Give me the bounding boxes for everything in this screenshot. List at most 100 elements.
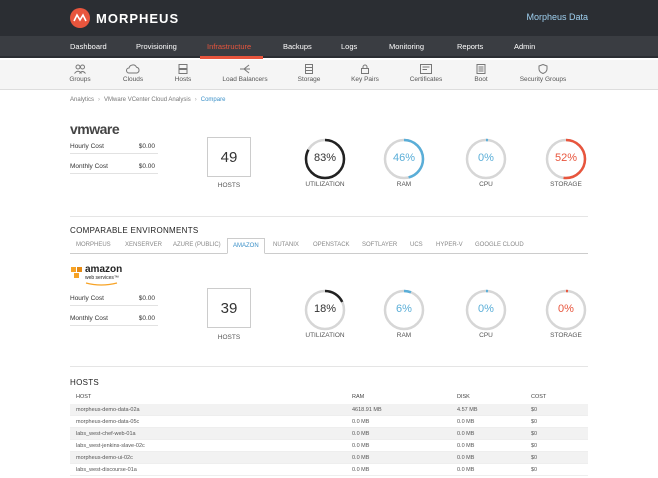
column-disk[interactable]: DISK <box>457 394 470 400</box>
column-cost[interactable]: COST <box>531 394 547 400</box>
nav-monitoring[interactable]: Monitoring <box>389 42 425 51</box>
subnav-hosts[interactable]: Hosts <box>170 64 196 83</box>
certificate-icon <box>420 64 432 74</box>
table-row[interactable]: labs_west-jenkins-slave-02c 0.0 MB 0.0 MB $… <box>70 440 588 452</box>
host-name[interactable]: labs_west-jenkins-slave-02c <box>76 443 145 449</box>
table-row[interactable]: morpheus-demo-ui-02c 0.0 MB 0.0 MB $0 <box>70 452 588 464</box>
column-ram[interactable]: RAM <box>352 394 365 400</box>
tab-softlayer[interactable]: SOFTLAYER <box>362 242 398 248</box>
comparable-cpu-label: CPU <box>479 332 493 339</box>
tab-google-cloud[interactable]: GOOGLE CLOUD <box>475 242 524 248</box>
current-utilization-value: 83% <box>313 152 337 164</box>
comparable-storage-ring <box>545 289 587 331</box>
hosts-icon <box>178 64 188 74</box>
column-host[interactable]: HOST <box>76 394 92 400</box>
environment-tabs: MORPHEUS XENSERVER AZURE (PUBLIC) AMAZON… <box>70 238 588 254</box>
nav-admin[interactable]: Admin <box>514 42 536 51</box>
host-disk: 0.0 MB <box>457 419 475 425</box>
subnav-clouds[interactable]: Clouds <box>118 64 148 83</box>
breadcrumb-current: Compare <box>200 97 226 103</box>
subnav-load-balancers[interactable]: Load Balancers <box>221 64 269 83</box>
host-disk: 4.57 MB <box>457 407 478 413</box>
host-name[interactable]: labs_west-discourse-01a <box>76 467 137 473</box>
host-name[interactable]: morpheus-demo-data-02a <box>76 407 140 413</box>
host-disk: 0.0 MB <box>457 443 475 449</box>
tab-xenserver[interactable]: XENSERVER <box>125 242 162 248</box>
table-row[interactable]: morpheus-demo-data-05c 0.0 MB 0.0 MB $0 <box>70 416 588 428</box>
current-storage-value: 52% <box>554 152 578 164</box>
breadcrumb: Analytics › VMware VCenter Cloud Analysis ›… <box>70 97 225 103</box>
subnav-boot[interactable]: Boot <box>470 64 492 83</box>
host-cost: $0 <box>531 455 538 461</box>
nav-reports[interactable]: Reports <box>457 42 484 51</box>
tab-azure-public[interactable]: AZURE (PUBLIC) <box>173 242 221 248</box>
host-name[interactable]: morpheus-demo-data-05c <box>76 419 140 425</box>
tab-hyper-v[interactable]: HYPER-V <box>436 242 463 248</box>
nav-logs[interactable]: Logs <box>341 42 358 51</box>
subnav-key-pairs[interactable]: Key Pairs <box>350 64 380 83</box>
comparable-title: COMPARABLE ENVIRONMENTS <box>70 226 199 235</box>
host-disk: 0.0 MB <box>457 467 475 473</box>
top-bar: MORPHEUS Morpheus Data <box>0 0 658 36</box>
brand-logo[interactable]: MORPHEUS <box>70 8 179 28</box>
comparable-storage-arc <box>545 289 587 331</box>
nav-infrastructure[interactable]: Infrastructure <box>207 42 252 51</box>
tab-amazon[interactable]: AMAZON <box>227 238 265 254</box>
breadcrumb-cloud-analysis[interactable]: VMware VCenter Cloud Analysis <box>104 97 191 103</box>
hosts-title: HOSTS <box>70 378 100 387</box>
current-utilization-ring <box>304 138 346 180</box>
divider <box>70 216 588 217</box>
host-disk: 0.0 MB <box>457 455 475 461</box>
aws-logo-tm: ™ <box>113 275 119 281</box>
account-name[interactable]: Morpheus Data <box>526 12 588 22</box>
host-name[interactable]: labs_west-chef-web-01a <box>76 431 136 437</box>
host-disk: 0.0 MB <box>457 431 475 437</box>
comparable-storage-label: STORAGE <box>550 332 582 339</box>
tab-morpheus[interactable]: MORPHEUS <box>76 242 111 248</box>
boot-icon <box>476 64 486 74</box>
comparable-ram-ring <box>383 289 425 331</box>
comparable-utilization-arc <box>304 289 346 331</box>
morpheus-logo-icon <box>70 8 90 28</box>
host-ram: 0.0 MB <box>352 419 370 425</box>
table-row[interactable]: labs_west-discourse-01a 0.0 MB 0.0 MB $0 <box>70 464 588 476</box>
host-cost: $0 <box>531 443 538 449</box>
table-row[interactable]: labs_west-chef-web-01a 0.0 MB 0.0 MB $0 <box>70 428 588 440</box>
subnav-groups[interactable]: Groups <box>66 64 94 83</box>
breadcrumb-separator: › <box>98 97 101 103</box>
nav-backups[interactable]: Backups <box>283 42 312 51</box>
aws-smile-icon <box>85 282 118 286</box>
nav-provisioning[interactable]: Provisioning <box>136 42 177 51</box>
subnav-certificates[interactable]: Certificates <box>408 64 444 83</box>
subnav-security-groups[interactable]: Security Groups <box>518 64 568 83</box>
load-balancer-icon <box>240 64 250 74</box>
aws-logo-main: amazon <box>85 264 123 275</box>
comparable-hourly-cost: Hourly Cost $0.00 <box>70 295 158 306</box>
brand-name: MORPHEUS <box>96 10 180 26</box>
comparable-hosts-count: 39 <box>207 288 251 328</box>
aws-logo-sub: web services <box>85 275 114 281</box>
comparable-ram-arc <box>383 289 425 331</box>
tab-ucs[interactable]: UCS <box>410 242 423 248</box>
current-hosts-count: 49 <box>207 137 251 177</box>
comparable-hosts-label: HOSTS <box>217 334 241 341</box>
table-row[interactable]: morpheus-demo-data-02a 4618.91 MB 4.57 MB $… <box>70 404 588 416</box>
breadcrumb-analytics[interactable]: Analytics <box>70 97 95 103</box>
current-utilization-arc <box>304 138 346 180</box>
nav-dashboard[interactable]: Dashboard <box>70 42 107 51</box>
divider <box>70 366 588 367</box>
host-ram: 0.0 MB <box>352 431 370 437</box>
tab-openstack[interactable]: OPENSTACK <box>313 242 350 248</box>
vmware-logo: vmware <box>70 121 120 137</box>
current-hourly-cost: Hourly Cost $0.00 <box>70 143 158 154</box>
current-monthly-cost: Monthly Cost $0.00 <box>70 163 158 174</box>
groups-icon <box>74 64 86 74</box>
host-cost: $0 <box>531 467 538 473</box>
comparable-ram-value: 6% <box>396 303 412 315</box>
current-hosts-label: HOSTS <box>217 182 241 189</box>
host-name[interactable]: morpheus-demo-ui-02c <box>76 455 133 461</box>
host-ram: 4618.91 MB <box>352 407 382 413</box>
comparable-storage-value: 0% <box>558 303 574 315</box>
tab-nutanix[interactable]: NUTANIX <box>273 242 299 248</box>
subnav-storage[interactable]: Storage <box>296 64 322 83</box>
